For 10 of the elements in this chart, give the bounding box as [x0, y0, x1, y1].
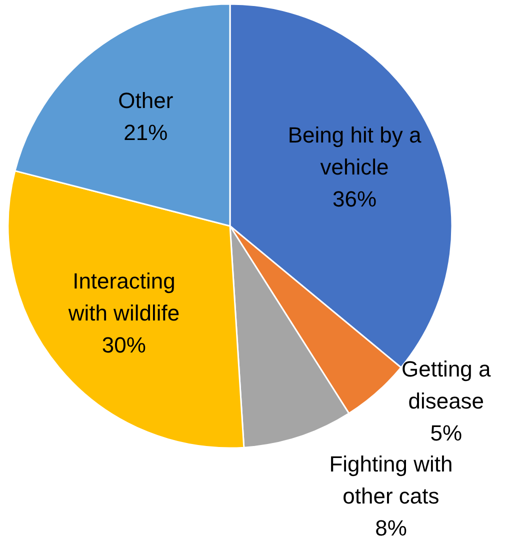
- slice-label: Interacting with wildlife: [67, 268, 180, 326]
- data-label: 21%: [124, 120, 168, 146]
- slice-label: Getting a disease: [401, 356, 492, 414]
- slice-label: Other: [118, 88, 174, 114]
- data-label: 8%: [375, 516, 407, 541]
- data-label: 30%: [102, 332, 146, 358]
- data-label: 36%: [332, 186, 377, 212]
- slice-label: Being hit by a vehicle: [288, 122, 422, 180]
- slice-label: Fighting with other cats: [329, 452, 453, 509]
- data-label: 5%: [430, 420, 462, 446]
